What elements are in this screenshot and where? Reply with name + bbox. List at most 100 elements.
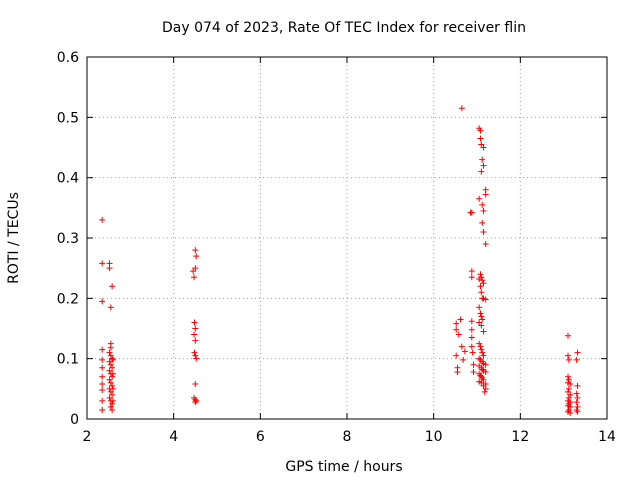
data-point bbox=[99, 298, 106, 305]
data-point bbox=[454, 368, 461, 375]
data-point bbox=[99, 364, 106, 371]
data-point bbox=[480, 352, 487, 359]
data-point bbox=[99, 356, 106, 363]
data-point bbox=[565, 356, 572, 363]
y-axis-label: ROTI / TECUs bbox=[6, 192, 22, 284]
data-point bbox=[476, 195, 483, 202]
data-point bbox=[479, 277, 486, 284]
data-point bbox=[480, 376, 487, 383]
data-point bbox=[99, 346, 106, 353]
data-point bbox=[109, 382, 116, 389]
x-tick-label: 2 bbox=[83, 429, 92, 445]
data-point bbox=[99, 260, 106, 267]
x-tick-label: 8 bbox=[343, 429, 352, 445]
data-point bbox=[476, 304, 483, 311]
data-point bbox=[457, 316, 464, 323]
data-point bbox=[478, 289, 485, 296]
data-point bbox=[99, 381, 106, 388]
y-tick-label: 0.2 bbox=[57, 291, 79, 307]
data-point bbox=[565, 394, 572, 401]
data-point bbox=[477, 271, 484, 278]
data-point bbox=[458, 105, 465, 112]
data-point bbox=[107, 304, 114, 311]
x-tick-label: 12 bbox=[511, 429, 529, 445]
data-point bbox=[482, 241, 489, 248]
data-point bbox=[480, 382, 487, 389]
data-point bbox=[476, 355, 483, 362]
data-point bbox=[480, 228, 487, 235]
data-point bbox=[109, 391, 116, 398]
data-point bbox=[477, 343, 484, 350]
data-point bbox=[99, 387, 106, 394]
data-point bbox=[107, 403, 114, 410]
x-axis-label: GPS time / hours bbox=[285, 459, 402, 475]
data-point bbox=[470, 368, 477, 375]
data-point bbox=[468, 334, 475, 341]
axis-ticks: 2 4 6 8 10 12 14 0 0.1 0.2 0.3 0.4 0.5 0.6 bbox=[57, 50, 616, 445]
data-point bbox=[480, 144, 487, 151]
data-point bbox=[106, 394, 113, 401]
data-point bbox=[109, 406, 116, 413]
data-point bbox=[453, 352, 460, 359]
data-point bbox=[468, 274, 475, 281]
data-point bbox=[110, 397, 116, 404]
data-point bbox=[480, 162, 487, 169]
data-point bbox=[477, 310, 484, 317]
data-point bbox=[99, 373, 106, 380]
data-point bbox=[573, 399, 580, 406]
data-point bbox=[109, 355, 116, 362]
data-point bbox=[482, 296, 489, 303]
data-point bbox=[482, 191, 489, 198]
data-point bbox=[479, 349, 486, 356]
data-point bbox=[478, 346, 485, 353]
data-point bbox=[574, 382, 581, 389]
data-point bbox=[573, 390, 580, 397]
chart-title: Day 074 of 2023, Rate Of TEC Index for r… bbox=[162, 20, 526, 36]
y-tick-label: 0 bbox=[70, 412, 79, 428]
y-tick-label: 0.3 bbox=[57, 231, 79, 247]
data-point bbox=[479, 316, 486, 323]
data-points bbox=[99, 105, 581, 416]
x-tick-label: 4 bbox=[169, 429, 178, 445]
y-tick-label: 0.5 bbox=[57, 110, 79, 126]
data-point bbox=[478, 322, 485, 329]
data-point bbox=[480, 207, 487, 214]
x-tick-label: 6 bbox=[256, 429, 265, 445]
data-point bbox=[109, 373, 116, 380]
data-point bbox=[193, 253, 200, 260]
data-point bbox=[192, 265, 199, 272]
data-point bbox=[565, 352, 571, 359]
data-point bbox=[468, 209, 475, 216]
data-point bbox=[106, 349, 113, 356]
data-point bbox=[110, 385, 116, 392]
data-point bbox=[470, 361, 477, 368]
data-point bbox=[567, 381, 574, 388]
data-point bbox=[477, 135, 484, 142]
data-point bbox=[193, 355, 200, 362]
data-point bbox=[468, 326, 475, 333]
data-point bbox=[565, 373, 571, 380]
data-point bbox=[567, 409, 574, 416]
data-point bbox=[476, 276, 483, 283]
data-point bbox=[191, 349, 198, 356]
data-point bbox=[107, 379, 114, 386]
data-point bbox=[192, 325, 199, 332]
data-point bbox=[193, 397, 200, 404]
data-point bbox=[482, 361, 489, 368]
data-point bbox=[192, 399, 199, 406]
data-point bbox=[191, 274, 198, 281]
data-point bbox=[458, 343, 465, 350]
data-point bbox=[107, 344, 114, 351]
data-point bbox=[479, 219, 486, 226]
data-point bbox=[478, 313, 485, 320]
data-point bbox=[99, 406, 106, 413]
data-point bbox=[479, 201, 486, 208]
data-point bbox=[482, 368, 489, 375]
data-point bbox=[574, 408, 581, 415]
x-tick-label: 10 bbox=[425, 429, 443, 445]
data-point bbox=[107, 388, 114, 395]
data-point bbox=[460, 356, 467, 363]
data-point bbox=[192, 352, 199, 359]
data-point bbox=[455, 331, 462, 338]
